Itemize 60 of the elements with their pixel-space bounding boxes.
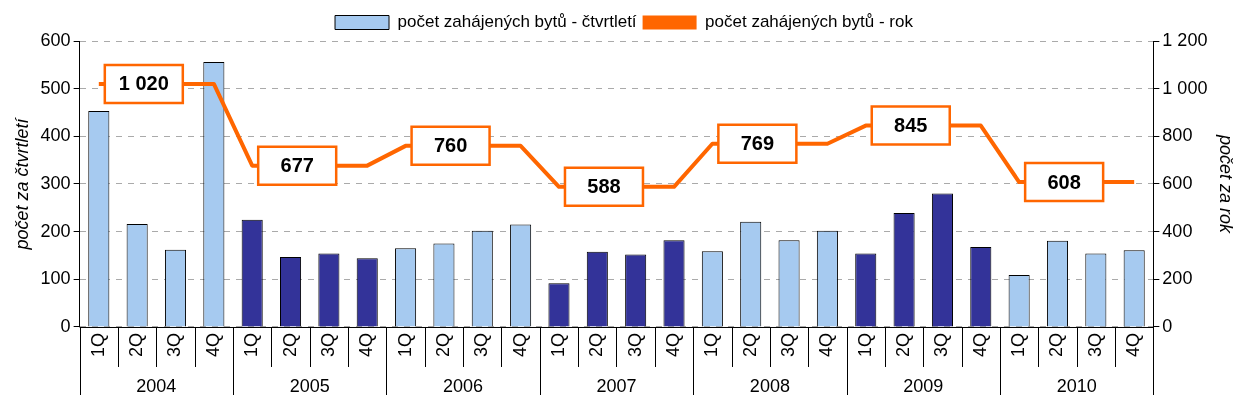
- y-tick-label: 400: [40, 125, 71, 146]
- x-tick-label: 2Q: [586, 332, 607, 357]
- x-tick-label: 4Q: [202, 332, 223, 357]
- x-tick-label: 1Q: [701, 332, 722, 357]
- x-tick-label: 1Q: [1008, 332, 1029, 357]
- x-tick-label: 4Q: [662, 332, 683, 357]
- x-tick-label: 2Q: [126, 332, 147, 357]
- y2-tick-label: 800: [1162, 125, 1193, 146]
- text: 2009: [903, 375, 944, 396]
- y2-tick-label: 1 000: [1162, 77, 1208, 98]
- y2-tick-label: 600: [1162, 172, 1193, 193]
- data-label: 760: [433, 134, 468, 157]
- data-label: 677: [280, 154, 314, 177]
- y2-axis-title: počet za rok: [1216, 133, 1237, 235]
- y2-tick-label: 0: [1162, 315, 1173, 336]
- text: 2010: [1056, 375, 1097, 396]
- x-tick-label: 2Q: [279, 332, 300, 357]
- legend-label: počet zahájených bytů - rok: [705, 12, 914, 32]
- x-tick-label: 3Q: [624, 332, 645, 357]
- y-tick-label: 600: [40, 29, 71, 50]
- y2-tick-label: 1 200: [1162, 29, 1208, 50]
- x-tick-label: 2Q: [432, 332, 453, 357]
- y-tick-label: 0: [60, 315, 71, 336]
- data-label: 769: [740, 132, 775, 155]
- text: 2006: [443, 375, 484, 396]
- y-tick-label: 100: [40, 268, 71, 289]
- y2-tick-label: 400: [1162, 220, 1193, 241]
- x-tick-label: 1Q: [87, 332, 108, 357]
- x-tick-label: 1Q: [547, 332, 568, 357]
- y-tick-label: 200: [40, 220, 71, 241]
- x-tick-label: 4Q: [356, 332, 377, 357]
- x-tick-label: 3Q: [931, 332, 952, 357]
- x-tick-label: 1Q: [394, 332, 415, 357]
- x-tick-label: 4Q: [509, 332, 530, 357]
- data-label: 845: [894, 114, 928, 137]
- x-tick-label: 3Q: [164, 332, 185, 357]
- x-tick-label: 1Q: [241, 332, 262, 357]
- text: 2005: [289, 375, 330, 396]
- x-tick-label: 3Q: [317, 332, 338, 357]
- x-tick-label: 3Q: [1084, 332, 1105, 357]
- text: 2008: [749, 375, 790, 396]
- text: 2007: [596, 375, 637, 396]
- y2-tick-label: 200: [1162, 268, 1193, 289]
- x-tick-label: 4Q: [1123, 332, 1144, 357]
- text: 2004: [136, 375, 177, 396]
- data-label: 1 020: [118, 72, 169, 95]
- y-tick-label: 300: [40, 172, 71, 193]
- x-tick-label: 1Q: [854, 332, 875, 357]
- x-tick-label: 4Q: [816, 332, 837, 357]
- x-tick-label: 3Q: [471, 332, 492, 357]
- x-tick-label: 2Q: [739, 332, 760, 357]
- x-tick-label: 2Q: [1046, 332, 1067, 357]
- y-axis-title: počet za čtvrtletí: [11, 116, 32, 251]
- y-tick-label: 500: [40, 77, 71, 98]
- data-label: 588: [587, 175, 621, 198]
- x-tick-label: 3Q: [778, 332, 799, 357]
- legend-label: počet zahájených bytů - čtvrtletí: [397, 12, 637, 32]
- x-tick-label: 4Q: [969, 332, 990, 357]
- data-label: 608: [1047, 170, 1081, 193]
- x-tick-label: 2Q: [893, 332, 914, 357]
